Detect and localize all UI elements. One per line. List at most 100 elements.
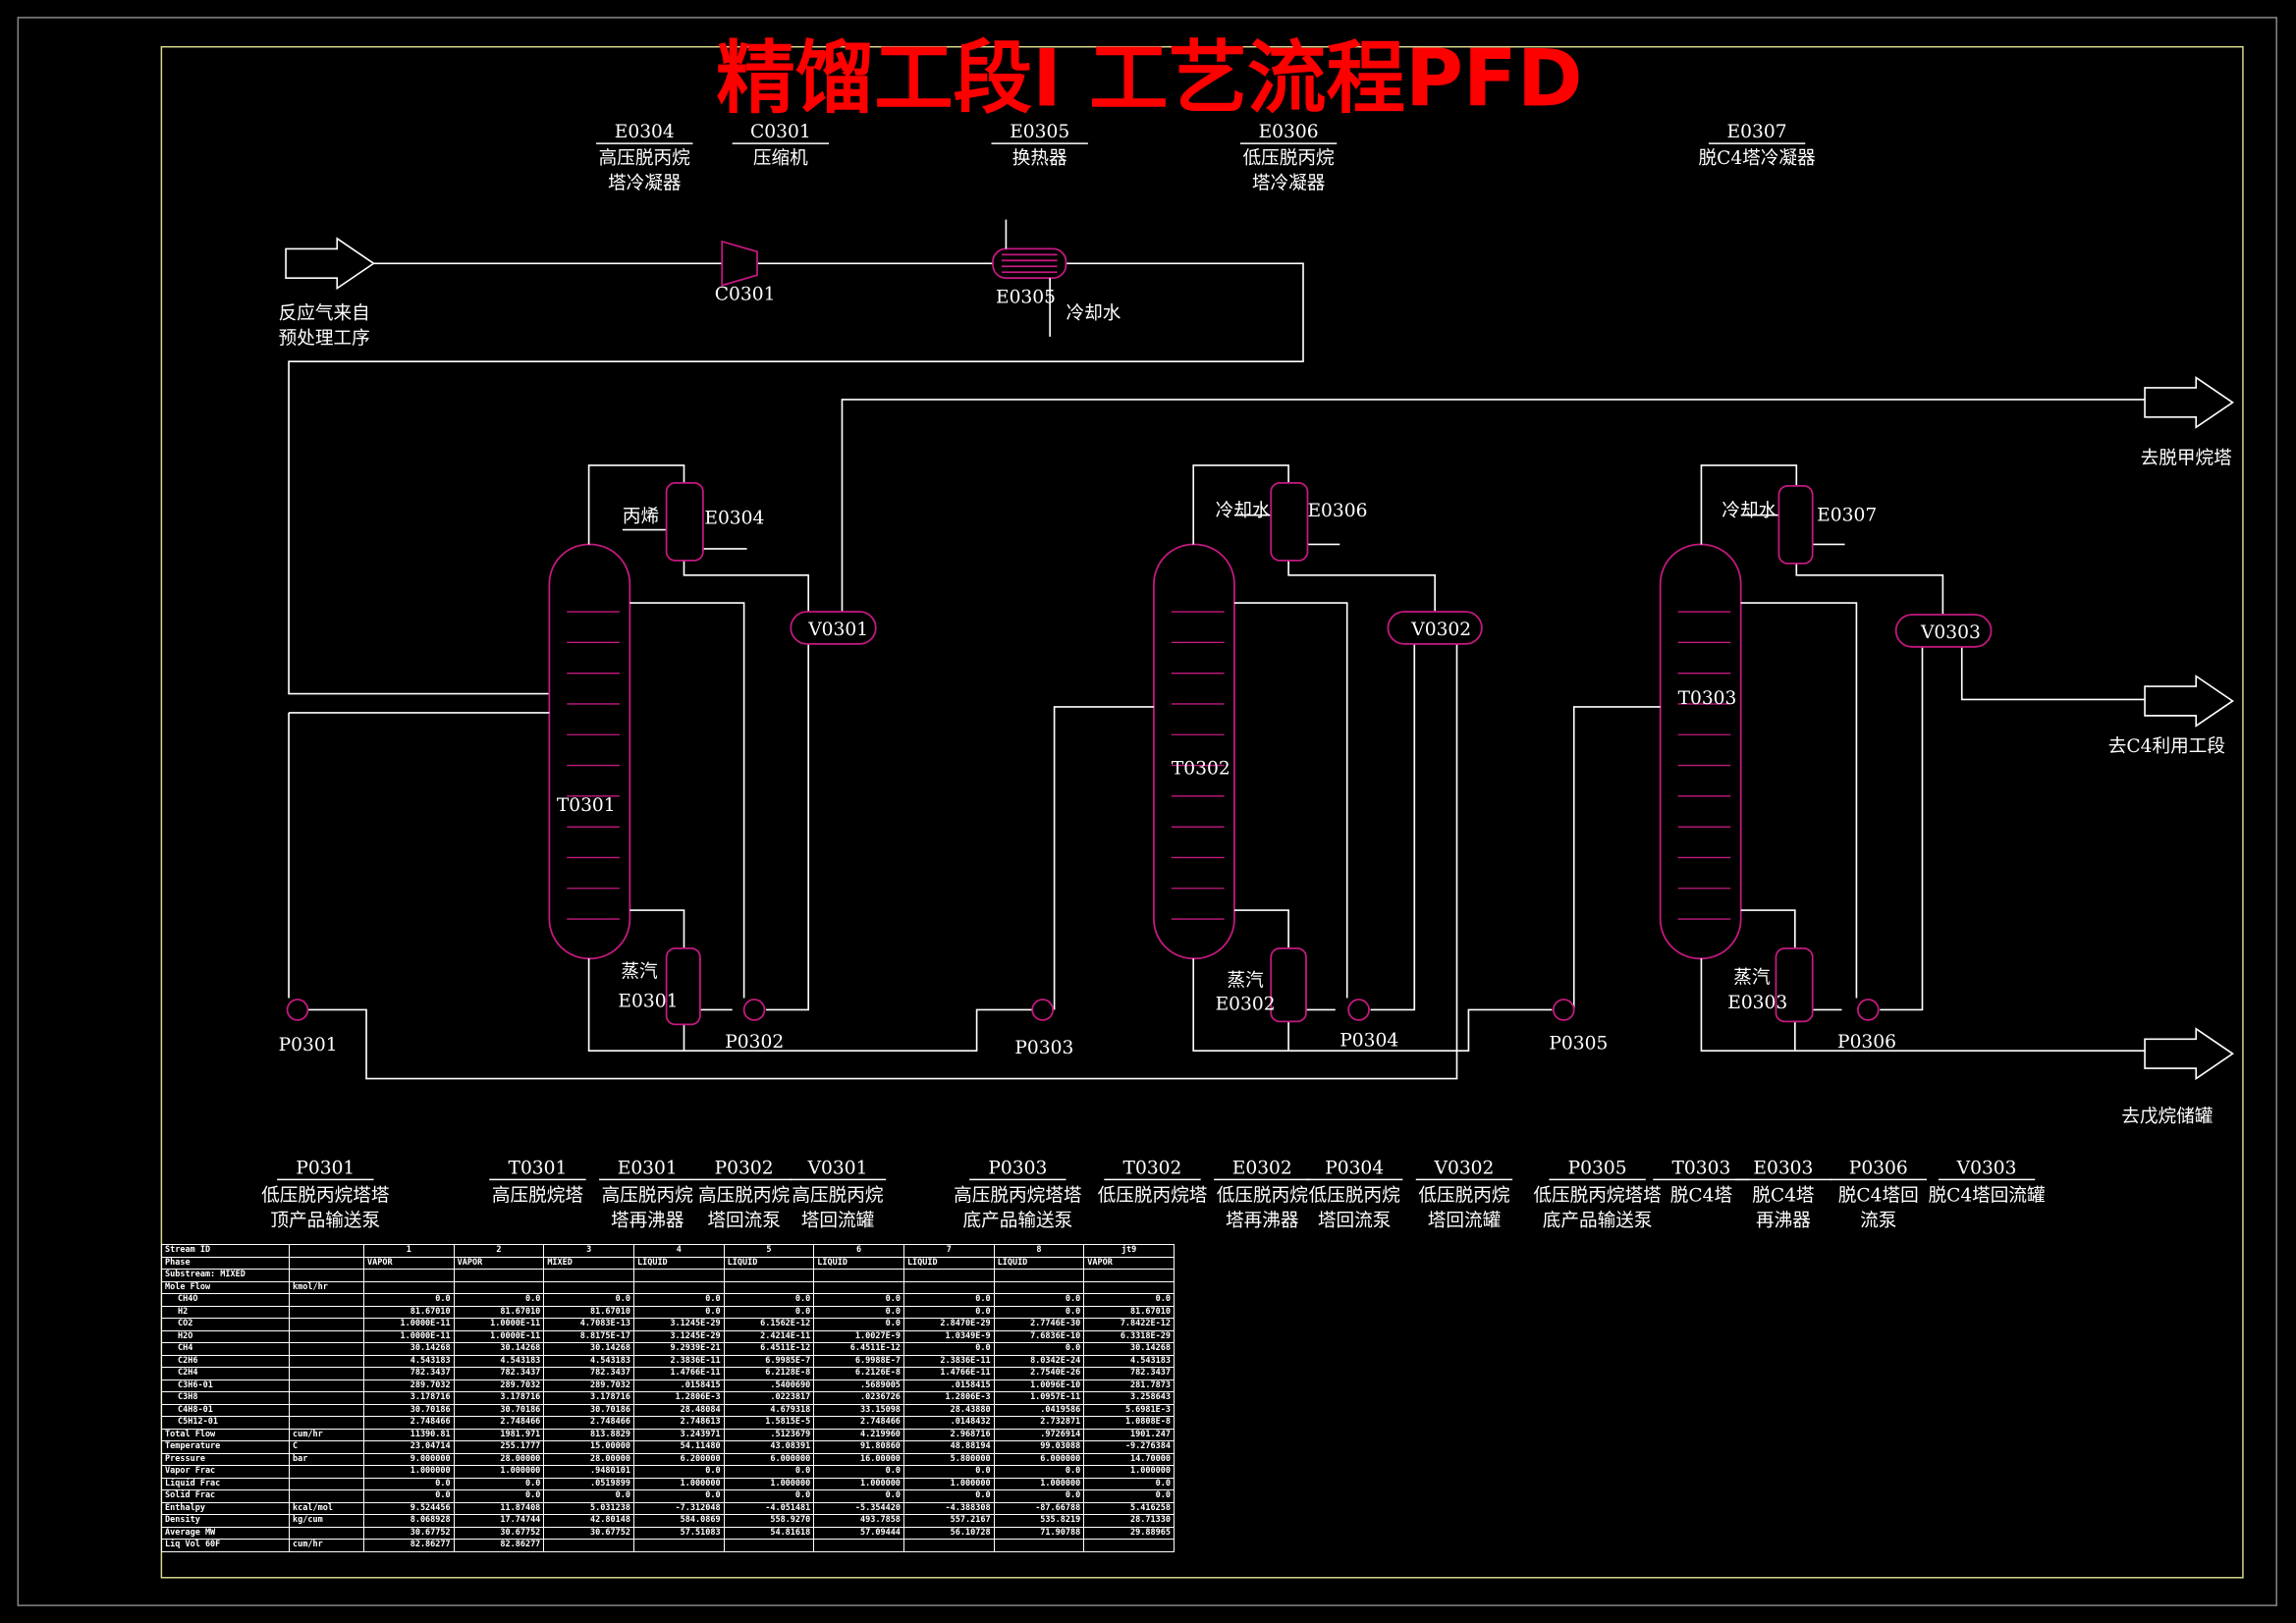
table-row: Liquid Frac 0.0 0.0.0519899 1.000000 1.00000…: [161, 1477, 1175, 1490]
unit-cell: [289, 1391, 364, 1405]
unit-cell: [289, 1269, 364, 1282]
legend-code: V0303: [1956, 1158, 2017, 1178]
table-cell: .9726914: [993, 1428, 1085, 1441]
table-cell: 11.87408: [453, 1501, 545, 1515]
table-cell: 30.67752: [363, 1526, 455, 1540]
legend-description: 低压脱丙烷塔: [1098, 1186, 1208, 1207]
table-row: H2O 1.0000E-11 1.0000E-11 8.8175E-17 3.1245E…: [161, 1329, 1175, 1343]
table-cell: 1.000000: [453, 1465, 545, 1479]
c0301-label: C0301: [715, 285, 776, 305]
table-cell: 2.4214E-11: [723, 1329, 815, 1343]
table-cell: -5.354420: [813, 1501, 904, 1515]
outlet-arrow-demethanizer: [2144, 376, 2234, 429]
reboiler-e0302: [1270, 947, 1307, 1023]
table-cell: .5123679: [723, 1428, 815, 1441]
table-cell: 1901.247: [1083, 1428, 1175, 1441]
stream-id: 8: [993, 1244, 1085, 1258]
table-cell: 4.679318: [723, 1403, 815, 1417]
unit-cell: kg/cum: [289, 1514, 364, 1528]
table-cell: [993, 1280, 1085, 1294]
table-cell: 81.67010: [363, 1305, 455, 1319]
table-cell: 0.0: [813, 1318, 904, 1331]
table-cell: [813, 1539, 904, 1552]
table-cell: 0.0: [723, 1305, 815, 1319]
table-cell: 1.0000E-11: [363, 1318, 455, 1331]
legend-code: V0302: [1434, 1158, 1495, 1178]
e0305-tubes: [1001, 253, 1058, 274]
table-cell: [902, 1539, 995, 1552]
table-cell: [543, 1269, 634, 1282]
unit-cell: [289, 1526, 364, 1540]
t0301-piping: [288, 399, 2146, 1080]
table-cell: .5689005: [813, 1379, 904, 1392]
table-cell: 2.8470E-29: [902, 1318, 995, 1331]
table-cell: 30.14268: [453, 1342, 545, 1356]
table-cell: 6.000000: [993, 1452, 1085, 1466]
unit-cell: kmol/hr: [289, 1280, 364, 1294]
stream-id: 6: [813, 1244, 904, 1258]
table-cell: 2.7540E-26: [993, 1367, 1085, 1380]
table-cell: -4.051481: [723, 1501, 815, 1515]
phase-value: VAPOR: [1083, 1256, 1175, 1270]
reflux-drum-v0302: [1387, 611, 1483, 645]
table-cell: 1.0957E-11: [993, 1391, 1085, 1405]
e0304-propylene-label: 丙烯: [623, 507, 659, 527]
table-cell: 2.732871: [993, 1416, 1085, 1430]
table-cell: 782.3437: [453, 1367, 545, 1380]
table-cell: 0.0: [902, 1305, 995, 1319]
property-label: Average MW: [161, 1526, 290, 1540]
table-cell: 6.9985E-7: [723, 1354, 815, 1368]
unit-cell: [289, 1244, 364, 1258]
table-cell: [453, 1280, 545, 1294]
condenser-e0304: [665, 481, 704, 562]
table-cell: 289.7032: [363, 1379, 455, 1392]
table-cell: 1.000000: [632, 1477, 725, 1490]
table-cell: 57.51083: [632, 1526, 725, 1540]
legend-code: P0304: [1325, 1158, 1384, 1178]
table-cell: 2.968716: [902, 1428, 995, 1441]
feed-inlet-arrow: [285, 237, 375, 291]
legend-description: 脱C4塔回: [1838, 1186, 1919, 1207]
top-label-text: 脱C4塔冷凝器: [1698, 148, 1816, 169]
e0303-label: E0303: [1727, 993, 1787, 1013]
table-cell: .0148432: [902, 1416, 995, 1430]
table-cell: 584.0869: [632, 1514, 725, 1528]
outer-border: [17, 17, 2277, 1606]
table-cell: 0.0: [813, 1465, 904, 1479]
table-cell: 0.0: [813, 1293, 904, 1307]
top-label-text: 低压脱丙烷: [1243, 148, 1336, 169]
e0307-cooling-water-label: 冷却水: [1722, 501, 1777, 521]
table-cell: 0.0: [723, 1293, 815, 1307]
table-row: Average MW 30.67752 30.67752 30.67752 57.510…: [161, 1526, 1175, 1540]
unit-cell: cum/hr: [289, 1428, 364, 1441]
top-label-text: 塔冷凝器: [608, 173, 682, 193]
stream-id: 3: [543, 1244, 634, 1258]
table-cell: 43.08391: [723, 1440, 815, 1454]
compressor-c0301: [721, 240, 758, 287]
column-trays: [567, 611, 1731, 920]
pump-p0305: [1552, 999, 1575, 1021]
property-label: Enthalpy: [161, 1501, 290, 1515]
component-label: C3H8: [161, 1391, 290, 1405]
legend-description: 塔回流泵: [1318, 1211, 1392, 1231]
table-cell: -7.312048: [632, 1501, 725, 1515]
component-label: C3H6-01: [161, 1379, 290, 1392]
table-cell: 3.1245E-29: [632, 1329, 725, 1343]
stream-id: 1: [363, 1244, 455, 1258]
legend-description: 塔再沸器: [611, 1211, 684, 1231]
table-cell: 3.178716: [543, 1391, 634, 1405]
table-cell: 6.1562E-12: [723, 1318, 815, 1331]
table-cell: 0.0: [723, 1489, 815, 1503]
table-cell: [902, 1269, 995, 1282]
table-row: Vapor Frac 1.000000 1.000000.9480101 0.0 0.0…: [161, 1465, 1175, 1479]
component-label: C2H4: [161, 1367, 290, 1380]
component-label: H2O: [161, 1329, 290, 1343]
table-cell: 3.178716: [453, 1391, 545, 1405]
table-row-substream: Substream: MIXED: [161, 1269, 1175, 1282]
table-row: C5H12-01 2.748466 2.748466 2.748466 2.748613…: [161, 1416, 1175, 1430]
component-label: C4H8-01: [161, 1403, 290, 1417]
table-cell: 1.0000E-11: [363, 1329, 455, 1343]
top-label-code: E0307: [1727, 122, 1787, 142]
table-cell: 54.11480: [632, 1440, 725, 1454]
